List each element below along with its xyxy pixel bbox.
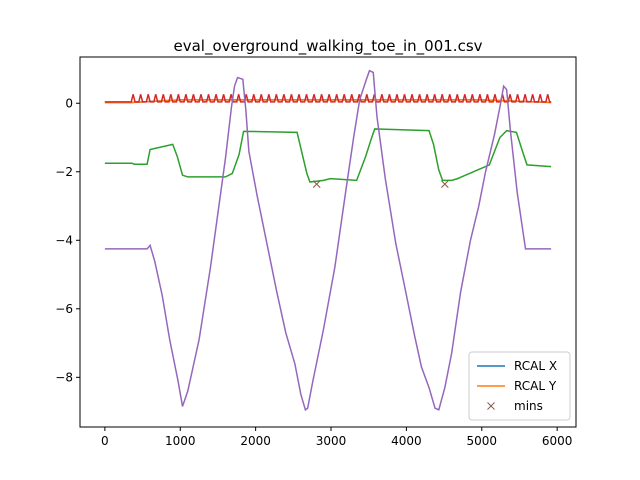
y-tick-label: −6 <box>55 302 73 316</box>
x-tick-label: 3000 <box>316 434 347 448</box>
y-tick-label: 0 <box>65 96 73 110</box>
legend-label-mins: mins <box>514 399 543 413</box>
x-tick-label: 1000 <box>165 434 196 448</box>
x-tick-label: 2000 <box>240 434 271 448</box>
series-line-green <box>104 128 552 183</box>
axes-frame <box>79 56 577 428</box>
y-axis: 0 −2 −4 −6 −8 <box>55 96 80 384</box>
mins-marker-stroke <box>440 180 449 188</box>
legend: RCAL X RCAL Y mins <box>468 351 571 421</box>
chart-title: eval_overground_walking_toe_in_001.csv <box>173 37 482 56</box>
mins-marker <box>440 180 449 188</box>
legend-label-rcal-x: RCAL X <box>514 359 557 373</box>
series-line-purple <box>104 69 552 412</box>
x-tick-label: 6000 <box>542 434 573 448</box>
y-tick-label: −8 <box>55 370 73 384</box>
x-tick-label: 5000 <box>467 434 498 448</box>
y-tick-label: −4 <box>55 233 73 247</box>
x-tick-label: 4000 <box>391 434 422 448</box>
legend-label-rcal-y: RCAL Y <box>514 379 557 393</box>
plot-area <box>104 69 552 412</box>
series-line-red <box>104 94 552 103</box>
mins-marker-stroke <box>312 180 321 188</box>
legend-marker-mins <box>487 402 495 410</box>
y-tick-label: −2 <box>55 165 73 179</box>
x-tick-label: 0 <box>101 434 109 448</box>
mins-marker <box>312 180 321 188</box>
x-axis: 0 1000 2000 3000 4000 5000 6000 <box>101 427 572 448</box>
